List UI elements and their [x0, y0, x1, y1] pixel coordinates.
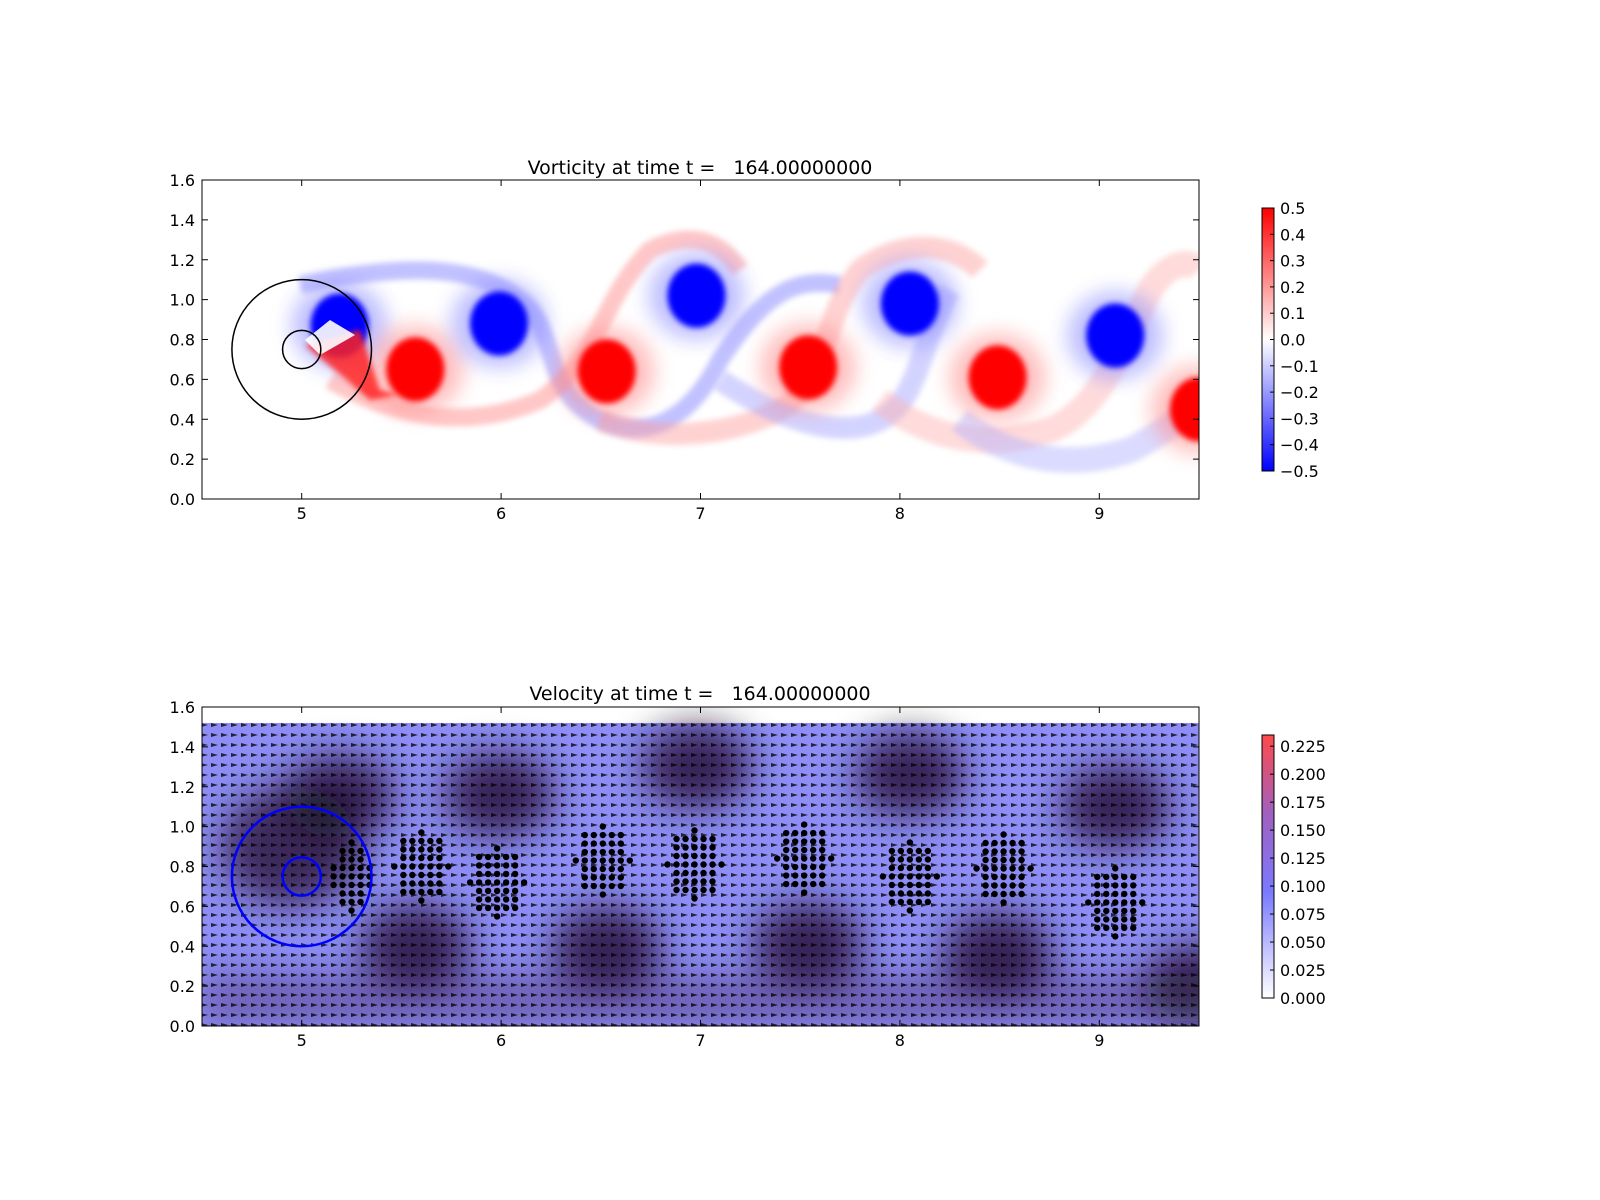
colorbar-tick-label: 0.1	[1280, 304, 1305, 323]
vortex-core	[880, 271, 939, 336]
inner-circle	[281, 856, 323, 897]
x-tick-label: 6	[496, 1031, 506, 1050]
x-tick-label: 5	[297, 1031, 307, 1050]
colorbar-tick-label: 0.050	[1280, 933, 1326, 952]
colorbar-tick-label: 0.175	[1280, 793, 1326, 812]
y-tick-label: 0.4	[170, 937, 195, 956]
colorbar-tick-label: 0.4	[1280, 225, 1305, 244]
outer-circle	[231, 278, 373, 421]
x-tick-label: 8	[895, 1031, 905, 1050]
y-tick-label: 0.4	[170, 410, 195, 429]
y-tick-label: 0.6	[170, 897, 195, 916]
x-tick-label: 7	[695, 504, 705, 523]
y-tick-label: 0.6	[170, 370, 195, 389]
y-tick-label: 1.6	[170, 171, 195, 190]
x-tick-label: 6	[496, 504, 506, 523]
y-tick-label: 1.4	[170, 738, 195, 757]
colorbar-tick-label: 0.100	[1280, 877, 1326, 896]
colorbar-tick-label: 0.125	[1280, 849, 1326, 868]
vortex-core	[1170, 377, 1199, 442]
velocity-field	[202, 707, 1199, 1026]
vortex-marker-cluster	[391, 829, 452, 904]
vortex-core	[470, 291, 529, 356]
colorbar-tick-label: 0.225	[1280, 737, 1326, 756]
vortex-marker-cluster	[879, 839, 941, 914]
x-tick-label: 7	[695, 1031, 705, 1050]
y-tick-label: 0.8	[170, 331, 195, 350]
colorbar-tick-label: 0.200	[1280, 765, 1326, 784]
vortex-core	[386, 337, 445, 402]
y-tick-label: 0.0	[170, 1017, 195, 1036]
outer-circle	[230, 805, 373, 948]
vorticity-field	[202, 180, 1199, 499]
x-tick-label: 9	[1094, 1031, 1104, 1050]
vortex-marker-cluster	[1085, 865, 1146, 940]
vortex-core	[577, 339, 636, 404]
y-tick-label: 1.6	[170, 698, 195, 717]
velocity-cylinder	[230, 805, 373, 948]
colorbar-tick-label: −0.2	[1280, 383, 1319, 402]
colorbar-tick-label: 0.3	[1280, 252, 1305, 271]
colorbar-tick-label: 0.5	[1280, 199, 1305, 218]
vortex-core	[667, 263, 726, 328]
y-tick-label: 0.0	[170, 490, 195, 509]
vorticity-cylinder	[231, 278, 373, 421]
inner-circle	[281, 329, 322, 370]
vortex-marker-cluster	[773, 821, 835, 896]
x-tick-label: 8	[895, 504, 905, 523]
colorbar-tick-label: 0.025	[1280, 961, 1326, 980]
vortex-marker-cluster	[572, 823, 633, 898]
y-tick-label: 0.2	[170, 977, 195, 996]
y-tick-label: 1.0	[170, 818, 195, 837]
y-tick-label: 0.2	[170, 450, 195, 469]
colorbar-tick-label: −0.1	[1280, 357, 1319, 376]
x-tick-label: 5	[297, 504, 307, 523]
vortex-core	[1086, 303, 1145, 368]
vortex-marker-cluster	[973, 831, 1034, 906]
vortex-core	[779, 335, 838, 400]
velocity-title: Velocity at time t = 164.00000000	[529, 683, 870, 705]
y-tick-label: 0.8	[170, 858, 195, 877]
colorbar-tick-label: −0.3	[1280, 409, 1319, 428]
vortex-marker-cluster	[330, 839, 373, 914]
velocity-axes: 5 6 7 8 9 0.0 0.2 0.4 0.6 0.8 1.0 1.2 1.4 1.6	[170, 698, 1199, 1050]
colorbar-tick-label: −0.5	[1280, 462, 1319, 481]
colorbar-tick-label: 0.150	[1280, 821, 1326, 840]
y-tick-label: 1.0	[170, 291, 195, 310]
velocity-colorbar: 0.225 0.200 0.175 0.150 0.125 0.100 0.075 0.050…	[1261, 734, 1326, 1008]
vortex-core	[968, 345, 1027, 410]
vortex-marker-cluster	[664, 827, 725, 902]
velocity-panel: Velocity at time t = 164.00000000 5 6 7 8 9 0…	[170, 683, 1326, 1050]
vorticity-panel: Vorticity at time t = 164.00000000 5 6 7 8 9…	[170, 157, 1319, 523]
x-tick-label: 9	[1094, 504, 1104, 523]
vorticity-title: Vorticity at time t = 164.00000000	[528, 157, 873, 179]
colorbar-tick-label: 0.2	[1280, 278, 1305, 297]
colorbar-tick-label: 0.075	[1280, 905, 1326, 924]
vorticity-axes: 5 6 7 8 9 0.0 0.2 0.4 0.6 0.8 1.0 1.2 1.4 1.6	[170, 171, 1199, 523]
y-tick-label: 1.4	[170, 211, 195, 230]
y-tick-label: 1.2	[170, 778, 195, 797]
y-tick-label: 1.2	[170, 251, 195, 270]
vorticity-colorbar: 0.5 0.4 0.3 0.2 0.1 0.0 −0.1 −0.2 −0.3 −0.4 −0.5	[1261, 199, 1319, 481]
vortex-marker-cluster	[466, 845, 528, 920]
colorbar-tick-label: 0.000	[1280, 989, 1326, 1008]
colorbar-tick-label: −0.4	[1280, 436, 1319, 455]
colorbar-tick-label: 0.0	[1280, 331, 1305, 350]
